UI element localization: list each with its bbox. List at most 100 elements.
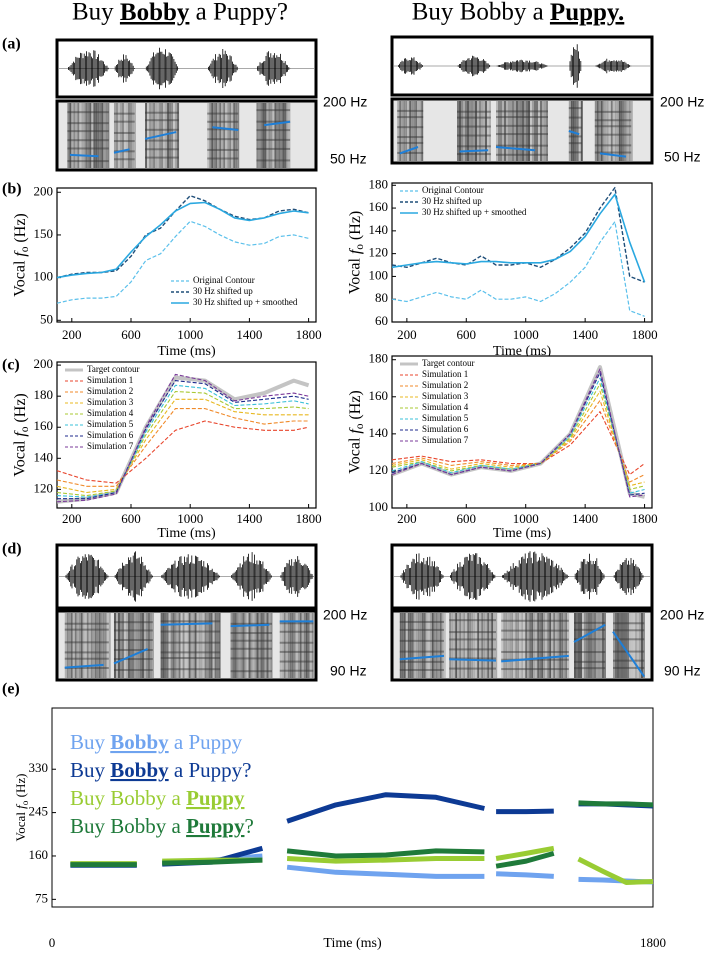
spectrogram-band bbox=[427, 613, 430, 678]
spectrogram-band bbox=[182, 613, 185, 678]
spectrogram-band bbox=[293, 613, 296, 678]
y-axis-label: Vocal fo (Hz) bbox=[13, 774, 30, 842]
spectrogram-band bbox=[283, 613, 286, 678]
spectrogram-band bbox=[115, 613, 118, 678]
spectrogram-formant bbox=[160, 651, 221, 654]
spectrogram-formant bbox=[160, 630, 221, 633]
spectrogram-band bbox=[89, 103, 92, 168]
spectrogram-band bbox=[127, 103, 130, 168]
spectrogram-band bbox=[287, 613, 290, 678]
freq-label: 200 Hz bbox=[323, 94, 367, 110]
spectrogram-band bbox=[90, 613, 93, 678]
series-line bbox=[391, 411, 645, 476]
spectrogram-formant bbox=[64, 666, 109, 669]
y-tick-label: 180 bbox=[369, 351, 389, 366]
spectrogram-band bbox=[270, 613, 273, 678]
spectrogram-band bbox=[532, 101, 534, 161]
spectrogram-band bbox=[415, 613, 418, 678]
spectrogram-formant bbox=[160, 668, 221, 671]
spectrogram-band bbox=[457, 101, 459, 161]
series-line bbox=[391, 368, 645, 498]
spectrogram-band bbox=[596, 613, 598, 678]
spectrogram-band bbox=[590, 613, 592, 678]
waveform-burst bbox=[574, 553, 605, 600]
spectrogram-band bbox=[258, 103, 261, 168]
spectrogram-band bbox=[629, 613, 631, 678]
legend-label: 30 Hz shifted up bbox=[422, 196, 482, 206]
spectrogram-band bbox=[429, 613, 432, 678]
spectrogram-band bbox=[633, 613, 635, 678]
spectrogram-band bbox=[208, 613, 211, 678]
spectrogram-contour bbox=[399, 146, 419, 155]
x-tick-label: 1000 bbox=[513, 327, 539, 342]
spectrogram-band bbox=[473, 613, 476, 678]
spectrogram-band bbox=[262, 613, 265, 678]
spectrogram-band bbox=[600, 613, 602, 678]
spectrogram-formant bbox=[457, 134, 491, 137]
spectrogram-formant bbox=[574, 667, 606, 670]
spectrogram-formant bbox=[279, 660, 314, 663]
spectrogram-band bbox=[151, 613, 154, 678]
spectrogram-formant bbox=[64, 641, 109, 644]
plot-frame bbox=[56, 187, 317, 323]
spectrogram-band bbox=[496, 101, 498, 161]
series-line bbox=[391, 377, 645, 494]
spectrogram-band bbox=[256, 613, 259, 678]
spectrogram-band bbox=[561, 613, 564, 678]
spectrogram-contour bbox=[449, 658, 497, 662]
spectrogram-formant bbox=[256, 138, 291, 141]
spectrogram-band bbox=[233, 103, 236, 168]
spectrogram-band bbox=[162, 613, 165, 678]
spectrogram-band bbox=[217, 103, 220, 168]
spectrogram-band bbox=[399, 613, 402, 678]
waveform-burst bbox=[450, 553, 496, 600]
series-line bbox=[56, 420, 309, 484]
legend-entry: Buy Bobby a Puppy bbox=[70, 730, 243, 754]
plot-frame bbox=[391, 182, 653, 323]
y-axis-label: Vocal fo (Hz) bbox=[12, 213, 31, 297]
spectrogram-band bbox=[628, 101, 631, 161]
spectrogram-band bbox=[483, 613, 486, 678]
spectrogram-band bbox=[123, 103, 126, 168]
spectrogram-band bbox=[526, 101, 528, 161]
spectrogram-band bbox=[281, 613, 284, 678]
spectrogram-formant bbox=[207, 157, 239, 160]
spectrogram-band bbox=[131, 613, 134, 678]
spectrogram-band bbox=[301, 613, 304, 678]
waveform-burst bbox=[280, 556, 314, 597]
spectrogram-contour bbox=[612, 631, 646, 678]
spectrogram-formant bbox=[113, 658, 153, 661]
spectrogram-contour bbox=[230, 623, 270, 628]
spectrogram-band bbox=[471, 101, 473, 161]
spectrogram-formant bbox=[145, 148, 179, 151]
legend-label: Simulation 3 bbox=[422, 391, 469, 401]
legend-label: Simulation 6 bbox=[87, 430, 134, 440]
spectrogram-formant bbox=[113, 629, 153, 632]
spectrogram-band bbox=[453, 613, 456, 678]
spectrogram-band bbox=[555, 613, 558, 678]
spectrogram-band bbox=[641, 613, 643, 678]
spectrogram-band bbox=[101, 103, 104, 168]
spectrogram-contour bbox=[144, 131, 177, 140]
spectrogram-band bbox=[127, 613, 130, 678]
spectrogram-contour bbox=[212, 126, 239, 131]
x-tick-label: 600 bbox=[121, 327, 141, 342]
spectrogram-formant bbox=[145, 111, 179, 114]
legend-label: Target contour bbox=[87, 364, 139, 374]
spectrogram-formant bbox=[399, 668, 444, 671]
spectrogram-band bbox=[483, 101, 485, 161]
spectrogram-band bbox=[625, 613, 627, 678]
spectrogram-band bbox=[600, 101, 603, 161]
spectrogram-formant bbox=[449, 667, 496, 670]
spectrogram-formant bbox=[113, 120, 135, 123]
spectrogram-band bbox=[79, 103, 82, 168]
spectrogram-formant bbox=[256, 120, 291, 123]
spectrogram-band bbox=[165, 103, 168, 168]
spectrogram-formant bbox=[279, 641, 314, 644]
spectrogram-band bbox=[451, 613, 454, 678]
spectrogram-band bbox=[115, 103, 118, 168]
x-tick-label: 1400 bbox=[572, 511, 598, 526]
waveform-burst bbox=[114, 54, 135, 83]
spectrogram-formant bbox=[207, 120, 239, 123]
x-tick-label: 1000 bbox=[513, 511, 539, 526]
